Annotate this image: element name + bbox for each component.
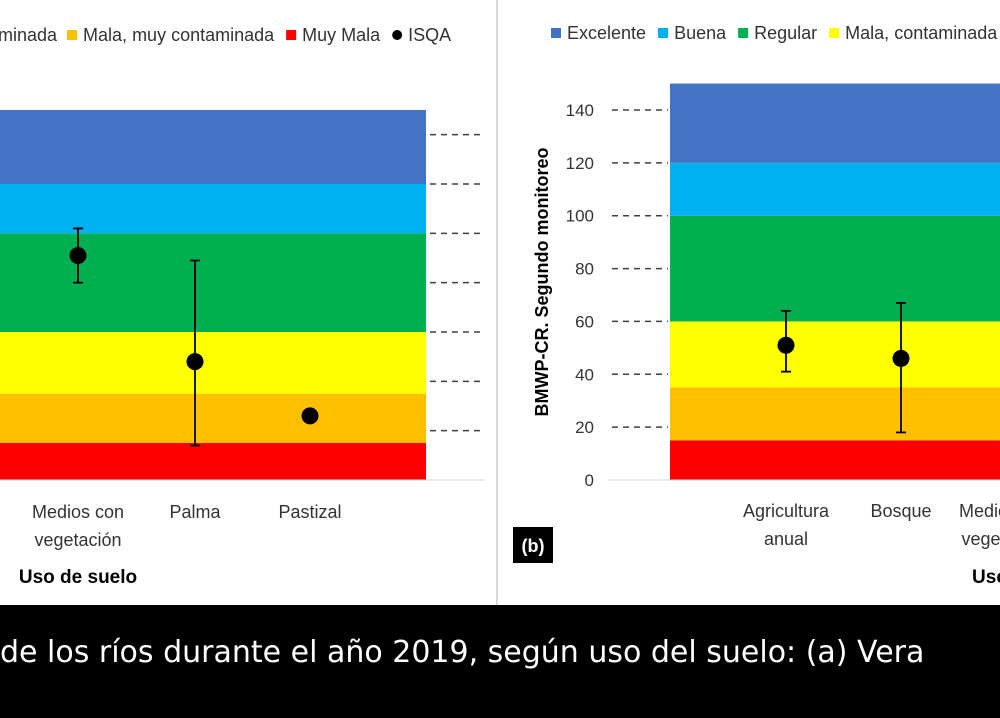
quality-band (670, 162, 1000, 216)
quality-band (670, 387, 1000, 441)
quality-band (0, 110, 426, 184)
panel-label-box (513, 527, 553, 563)
panel-label: (b) (522, 536, 545, 556)
x-tick-label: Pastizal (278, 502, 341, 522)
x-tick-label: Bosque (870, 501, 931, 521)
quality-band (670, 83, 1000, 163)
panel-divider (496, 0, 498, 605)
legend-label-excelente: Excelente (567, 23, 646, 43)
quality-band (0, 332, 426, 394)
legend-label-regular: Regular (754, 23, 817, 43)
legend-left: minada Mala, muy contaminada Muy Mala ISQA (0, 25, 451, 45)
y-tick-label: 120 (566, 154, 594, 173)
x-tick-label: Palma (169, 502, 221, 522)
x-tick-label: vegetación (34, 530, 121, 550)
legend-swatch-muy-mala (286, 30, 297, 40)
legend-swatch-mala-muy-contaminada (67, 30, 78, 40)
legend-swatch-excelente (551, 28, 561, 38)
legend-swatch-mala-contaminada (829, 28, 840, 38)
x-tick-label: anual (764, 529, 808, 549)
data-point (186, 353, 204, 371)
legend-right: Excelente Buena Regular Mala, contaminada (551, 23, 998, 43)
y-tick-label: 0 (585, 471, 594, 490)
x-axis-label: Uso (972, 567, 1000, 588)
x-tick-label: Agricultura (743, 501, 830, 521)
legend-swatch-isqa (392, 30, 403, 40)
y-axis-label: BMWP-CR. Segundo monitoreo (532, 148, 552, 417)
data-point (301, 407, 319, 425)
panel-b: 0 20 40 60 80 100 120 140 Agricultura anual Bosque… (513, 83, 1000, 588)
quality-band (670, 215, 1000, 322)
x-tick-label: vegetación (961, 529, 1000, 549)
legend-label-isqa: ISQA (408, 25, 451, 45)
quality-band (0, 393, 426, 443)
y-tick-label: 20 (575, 418, 594, 437)
data-point (892, 349, 910, 367)
panel-a: Medios con vegetación Palma Pastizal Uso de … (0, 110, 485, 588)
x-axis-label: Uso de suelo (19, 567, 137, 588)
y-tick-label: 100 (566, 207, 594, 226)
caption-bar: de los ríos durante el año 2019, según u… (0, 605, 1000, 718)
y-tick-label: 60 (575, 312, 594, 331)
legend-label-buena: Buena (674, 23, 727, 43)
quality-band (0, 233, 426, 332)
data-point (69, 247, 87, 265)
figure-area: minada Mala, muy contaminada Muy Mala ISQA … (0, 0, 1000, 605)
y-tick-label: 140 (566, 101, 594, 120)
data-point (777, 336, 795, 354)
x-tick-label: Medios con (959, 501, 1000, 521)
quality-band (0, 184, 426, 234)
x-tick-label: Medios con (32, 502, 124, 522)
quality-band (0, 443, 426, 480)
legend-swatch-regular (738, 28, 749, 38)
legend-label-mala-contaminada: Mala, contaminada (845, 23, 998, 43)
y-tick-label: 40 (575, 365, 594, 384)
figure-svg: minada Mala, muy contaminada Muy Mala ISQA … (0, 23, 1000, 588)
legend-label-mala-muy-contaminada: Mala, muy contaminada (83, 25, 275, 45)
quality-band (670, 321, 1000, 388)
y-tick-label: 80 (575, 260, 594, 279)
legend-label: minada (0, 25, 58, 45)
caption-text: de los ríos durante el año 2019, según u… (0, 635, 925, 670)
legend-label-muy-mala: Muy Mala (302, 25, 381, 45)
quality-band (670, 440, 1000, 480)
legend-swatch-buena (658, 28, 669, 38)
